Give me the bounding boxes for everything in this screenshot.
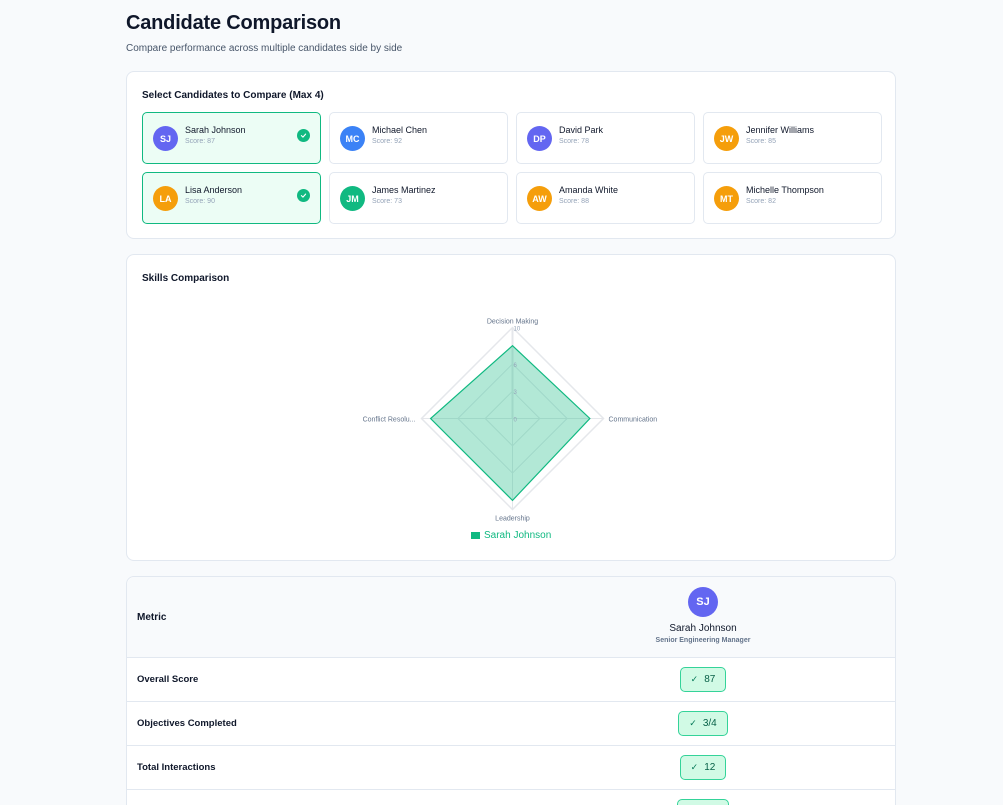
- radar-axis-label: Communication: [609, 417, 658, 424]
- avatar: JW: [714, 126, 739, 151]
- avatar: LA: [153, 186, 178, 211]
- check-icon: ✓: [690, 674, 699, 684]
- avatar: AW: [527, 186, 552, 211]
- value-text: 87: [704, 674, 716, 685]
- candidate-selector-card: Select Candidates to Compare (Max 4) SJ S…: [126, 71, 896, 239]
- metric-column-header: Metric: [137, 612, 167, 623]
- candidate-name: James Martinez: [372, 185, 436, 195]
- avatar: JM: [340, 186, 365, 211]
- legend-label: Sarah Johnson: [484, 530, 552, 541]
- avatar: DP: [527, 126, 552, 151]
- candidate-card[interactable]: SJ Sarah Johnson Score: 87: [142, 112, 321, 164]
- candidate-name: Amanda White: [559, 185, 619, 195]
- check-circle-icon: [297, 189, 310, 202]
- candidate-score: Score: 78: [559, 138, 589, 145]
- candidate-score: Score: 90: [185, 198, 215, 205]
- avatar: SJ: [688, 587, 718, 617]
- candidate-score: Score: 88: [559, 198, 589, 205]
- avatar: MT: [714, 186, 739, 211]
- chart-legend[interactable]: Sarah Johnson: [471, 530, 551, 541]
- value-badge: ✓ 12: [679, 755, 727, 780]
- value-text: 3/4: [702, 718, 717, 729]
- metric-label: Overall Score: [137, 674, 199, 685]
- candidate-score: Score: 82: [746, 198, 776, 205]
- table-row: Total Interactions ✓ 12: [127, 746, 895, 790]
- candidate-card[interactable]: MT Michelle Thompson Score: 82: [703, 172, 882, 224]
- candidate-name: David Park: [559, 125, 604, 135]
- check-circle-icon: [297, 129, 310, 142]
- candidate-name: Lisa Anderson: [185, 185, 243, 195]
- radial-tick-label: 10: [514, 327, 521, 333]
- candidate-name: Michael Chen: [372, 125, 428, 135]
- table-row: [127, 790, 895, 805]
- radar-axis-label: Conflict Resolu...: [363, 417, 416, 424]
- candidate-score: Score: 73: [372, 198, 402, 205]
- value-badge: ✓ 87: [679, 667, 727, 692]
- candidate-score: Score: 92: [372, 138, 402, 145]
- value-text: 12: [704, 762, 716, 773]
- radial-tick-label: 6: [514, 363, 518, 369]
- candidate-selector-heading: Select Candidates to Compare (Max 4): [142, 90, 324, 101]
- candidate-column-header: SJ Sarah Johnson Senior Engineering Mana…: [603, 587, 803, 644]
- candidate-name: Michelle Thompson: [746, 185, 824, 195]
- candidate-role: Senior Engineering Manager: [655, 637, 751, 644]
- metric-label: Objectives Completed: [137, 718, 237, 729]
- radar-series-area[interactable]: [429, 344, 591, 502]
- avatar: MC: [340, 126, 365, 151]
- radial-tick-label: 0: [514, 418, 518, 424]
- candidate-card[interactable]: JM James Martinez Score: 73: [329, 172, 508, 224]
- table-header: Metric SJ Sarah Johnson Senior Engineeri…: [127, 577, 895, 658]
- candidate-card[interactable]: AW Amanda White Score: 88: [516, 172, 695, 224]
- candidate-card[interactable]: JW Jennifer Williams Score: 85: [703, 112, 882, 164]
- check-icon: ✓: [690, 762, 699, 772]
- candidate-score: Score: 87: [185, 138, 215, 145]
- radar-axis-label: Leadership: [495, 516, 530, 523]
- candidate-name: Sarah Johnson: [669, 623, 737, 634]
- legend-swatch-icon: [471, 532, 480, 539]
- candidate-name: Jennifer Williams: [746, 125, 815, 135]
- check-icon: ✓: [689, 718, 697, 728]
- candidate-name: Sarah Johnson: [185, 125, 246, 135]
- skills-comparison-heading: Skills Comparison: [142, 273, 230, 284]
- page-title: Candidate Comparison: [126, 12, 341, 34]
- candidate-grid: SJ Sarah Johnson Score: 87 MC Michael Chen Sc…: [142, 112, 882, 224]
- candidate-card[interactable]: DP David Park Score: 78: [516, 112, 695, 164]
- skills-comparison-card: Skills Comparison 0 3 6 10 Decision Making Co…: [126, 254, 896, 561]
- candidate-score: Score: 85: [746, 138, 776, 145]
- table-row: Objectives Completed ✓ 3/4: [127, 702, 895, 746]
- table-row: Overall Score ✓ 87: [127, 658, 895, 702]
- avatar: SJ: [153, 126, 178, 151]
- radial-tick-label: 3: [514, 390, 518, 396]
- page-subtitle: Compare performance across multiple cand…: [126, 43, 403, 54]
- candidate-card[interactable]: MC Michael Chen Score: 92: [329, 112, 508, 164]
- value-badge: ✓ 3/4: [678, 711, 728, 736]
- value-badge: [677, 799, 729, 805]
- candidate-card[interactable]: LA Lisa Anderson Score: 90: [142, 172, 321, 224]
- comparison-table: Metric SJ Sarah Johnson Senior Engineeri…: [126, 576, 896, 805]
- radar-axis-label: Decision Making: [487, 319, 538, 326]
- metric-label: Total Interactions: [137, 762, 216, 773]
